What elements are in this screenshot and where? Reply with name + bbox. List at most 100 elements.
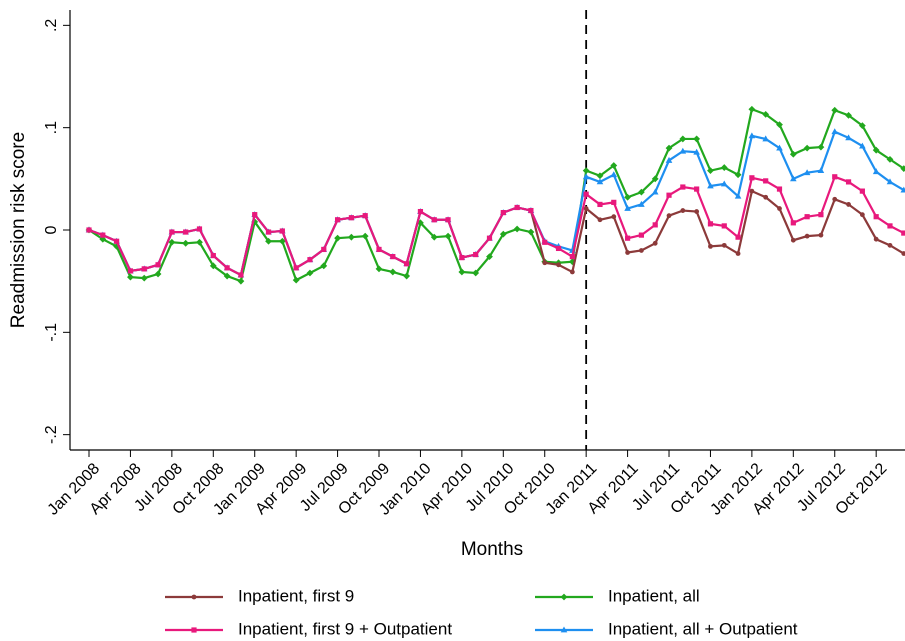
point [652,240,658,246]
point [376,246,382,253]
point [803,169,811,176]
point [582,173,590,180]
point [734,171,742,179]
point [625,250,630,255]
point [900,165,905,173]
point [265,237,272,245]
point [679,147,687,154]
point [639,248,644,253]
point [127,268,134,274]
point [721,223,727,229]
point [403,272,411,280]
point [763,194,769,200]
point [886,178,894,185]
point [887,242,893,248]
point [431,217,437,223]
legend-label: Inpatient, all [608,586,700,605]
point [596,178,604,185]
point [210,252,216,259]
point [638,200,645,207]
point [831,106,839,114]
point [720,180,728,187]
y-tick-label: -.2 [43,425,60,444]
point [237,277,245,285]
point [347,233,355,241]
point [154,270,162,278]
point [583,191,589,197]
point [556,262,561,268]
point [859,212,865,218]
point [859,188,865,194]
point [499,230,507,238]
point [665,156,673,163]
point [803,144,811,152]
point [265,229,272,235]
point [238,272,244,278]
series-line [88,107,905,283]
point [845,111,852,119]
point [292,276,300,284]
legend-label: Inpatient, all + Outpatient [608,619,798,638]
point [693,135,701,143]
point [872,146,880,154]
point [459,255,465,261]
legend-marker [191,627,197,633]
point [583,206,589,211]
point [734,192,742,199]
point [680,184,686,190]
point [293,265,299,271]
point [362,213,368,219]
point [209,262,217,270]
legend-marker [560,593,568,601]
point [762,110,770,118]
point [872,168,880,175]
point [375,265,383,273]
point [252,212,258,218]
point [886,155,894,163]
y-tick-label: .1 [43,121,60,134]
point [527,228,535,236]
point [749,175,755,181]
point [846,202,851,207]
y-tick-label: -.1 [43,323,60,342]
point [486,235,493,241]
point [789,150,797,158]
point [776,186,783,192]
point [114,238,120,244]
point [735,251,741,256]
point [817,167,825,174]
point [776,121,783,129]
point [858,122,866,130]
point [708,243,713,249]
point [141,266,147,272]
point [348,215,354,221]
point [542,239,548,245]
point [169,229,175,235]
legend-label: Inpatient, first 9 [238,586,354,605]
point [707,182,714,189]
point [334,217,341,223]
legend-label: Inpatient, first 9 + Outpatient [238,619,452,638]
point [597,217,603,223]
point [278,237,286,245]
point [845,134,852,141]
point [196,238,203,246]
point [417,208,424,215]
point [651,188,659,195]
point [99,235,107,243]
point [168,238,176,246]
point [223,272,231,280]
y-axis-title: Readmission risk score [8,132,29,328]
legend-marker [191,594,197,600]
point [458,268,466,276]
point [777,206,782,211]
point [100,232,106,238]
point [666,192,672,198]
point [831,128,839,135]
point [155,262,161,268]
point [486,253,493,261]
point [430,233,438,241]
point [473,251,479,258]
point [651,175,659,183]
